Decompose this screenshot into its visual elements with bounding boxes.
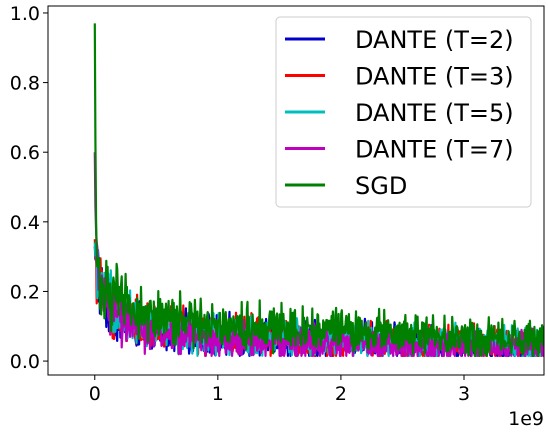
legend-label-1: DANTE (T=3) [355,63,514,91]
y-tick-label-3: 0.6 [10,142,40,164]
x-tick-label-3: 3 [458,383,470,405]
y-tick-label-2: 0.4 [10,212,40,234]
legend-label-2: DANTE (T=5) [355,99,514,127]
series-line-4 [93,23,544,357]
x-tick-label-0: 0 [89,383,101,405]
y-tick-label-5: 1.0 [10,3,40,25]
y-tick-label-4: 0.8 [10,73,40,95]
legend-label-4: SGD [355,172,407,200]
x-tick-label-2: 2 [335,383,347,405]
legend-box [275,16,532,208]
legend-label-0: DANTE (T=2) [355,26,514,54]
x-tick-label-1: 1 [212,383,224,405]
y-tick-label-1: 0.2 [10,281,40,303]
legend-label-3: DANTE (T=7) [355,136,514,164]
plot-frame [47,5,545,376]
x-offset-label: 1e9 [508,408,544,430]
y-tick-label-0: 0.0 [10,351,40,373]
